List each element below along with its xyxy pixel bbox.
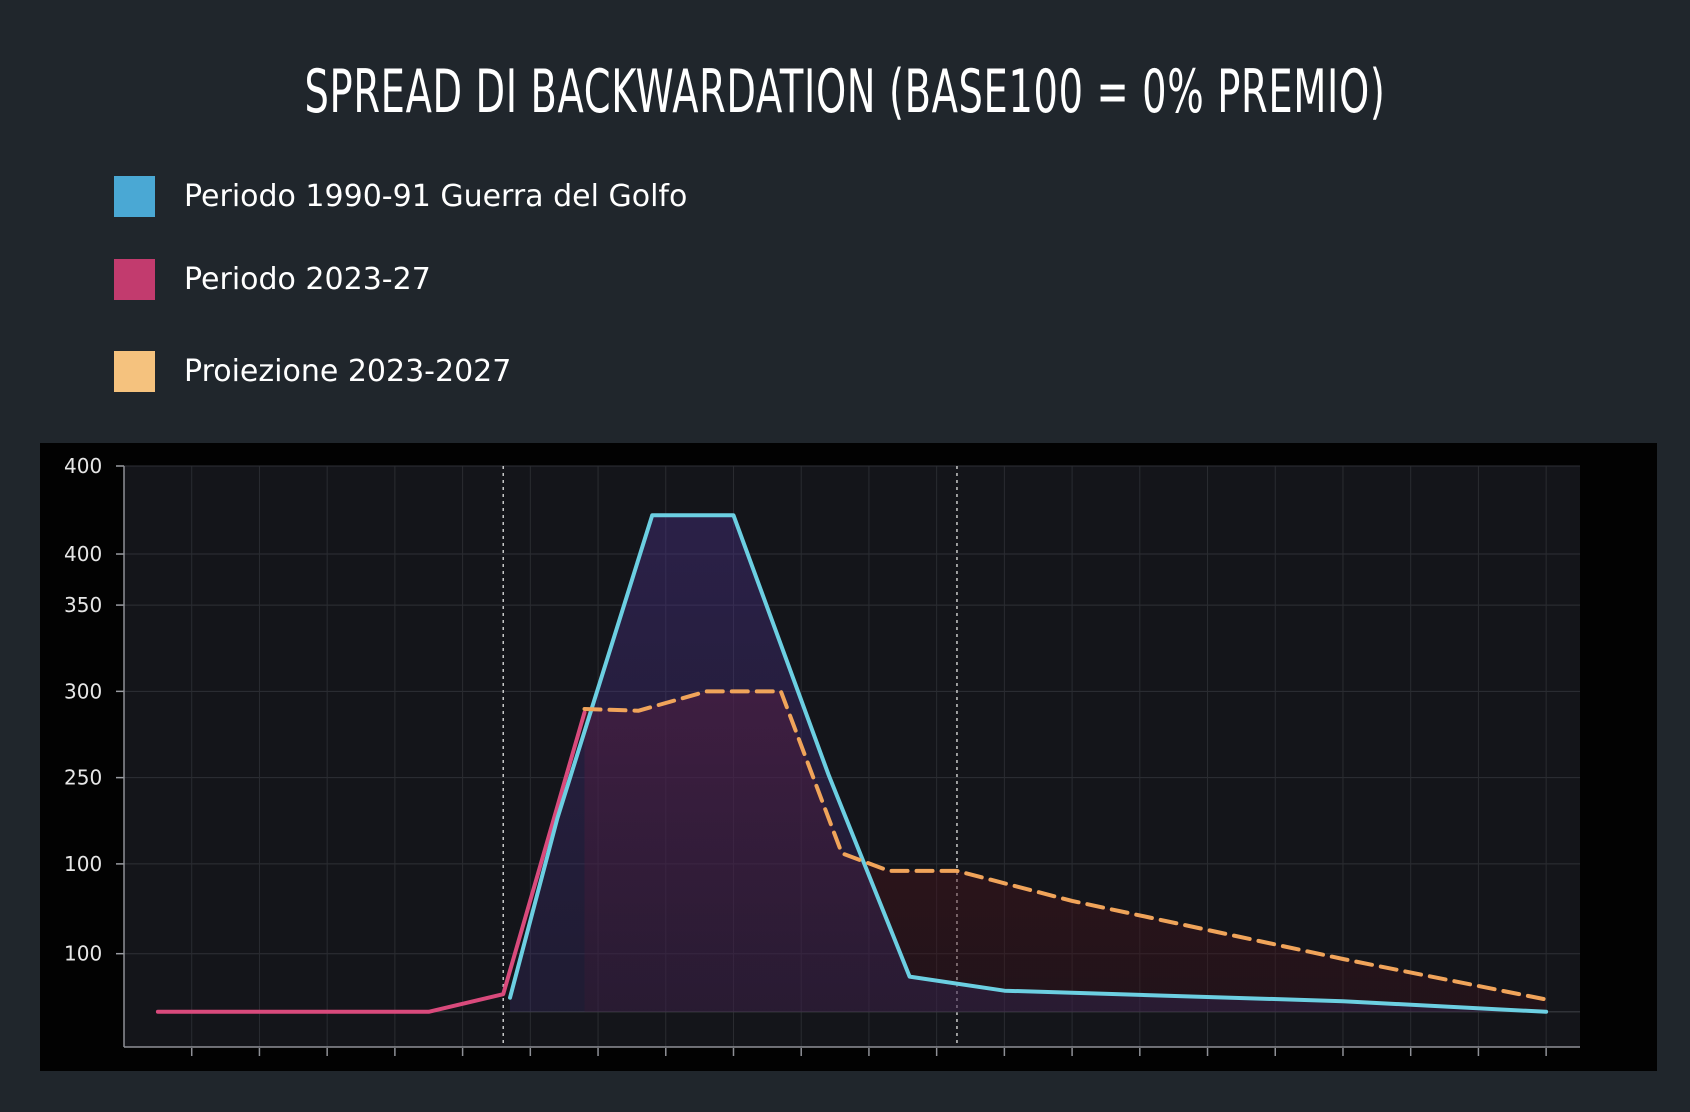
chart-title: SPREAD DI BACKWARDATION (BASE100 = 0% PR… [304, 57, 1386, 127]
y-tick-label: 350 [64, 593, 102, 617]
y-tick-label: 400 [64, 542, 102, 566]
series-line-proiezione-2023-2027 [582, 689, 1549, 1002]
legend-label-gulf-war: Periodo 1990-91 Guerra del Golfo [184, 178, 688, 214]
series-line-periodo-1990-91-guerra-del-golfo [508, 513, 1549, 1014]
legend-swatch-2023-27 [114, 258, 155, 300]
y-tick-label: 400 [64, 454, 102, 478]
y-tick-label: 100 [64, 942, 102, 966]
y-tick-label: 250 [64, 766, 102, 790]
legend-label-projection: Proiezione 2023-2027 [184, 353, 512, 389]
legend-label-2023-27: Periodo 2023-27 [184, 261, 431, 297]
series-fills [510, 515, 1547, 1012]
line-chart: 400 400 350 300 250 100 100 [64, 454, 1580, 1056]
legend-swatch-gulf-war [114, 175, 155, 217]
axes: 400 400 350 300 250 100 100 [64, 454, 1580, 1056]
chart-panel: 400 400 350 300 250 100 100 [40, 443, 1657, 1071]
y-tick-label: 300 [64, 679, 102, 703]
legend-swatch-projection [114, 350, 155, 392]
legend-item-2023-27: Periodo 2023-27 [114, 258, 431, 300]
series-lines [155, 513, 1549, 1014]
legend-item-projection: Proiezione 2023-2027 [114, 350, 511, 392]
gulf-war-area-fill [510, 515, 1547, 1012]
y-tick-label: 100 [64, 852, 102, 876]
legend-item-gulf-war: Periodo 1990-91 Guerra del Golfo [114, 175, 687, 217]
series-line-periodo-2023-27 [155, 710, 587, 1014]
